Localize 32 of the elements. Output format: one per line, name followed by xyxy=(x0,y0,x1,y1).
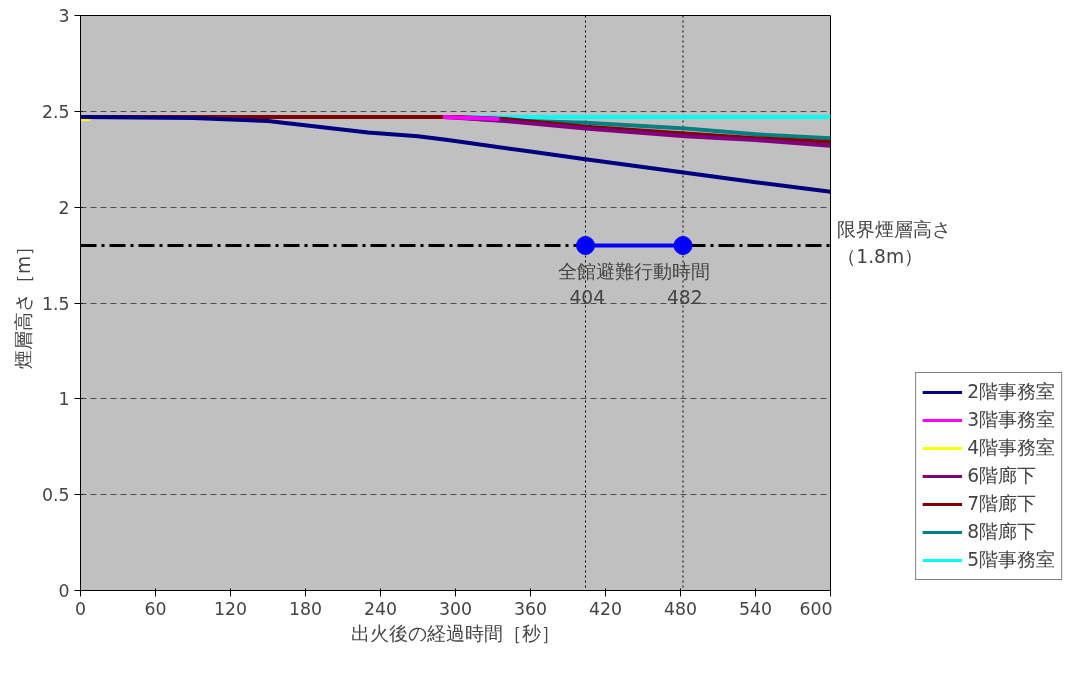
x-tick-label: 0 xyxy=(74,598,87,619)
y-tick-label: 3 xyxy=(58,6,70,26)
ref-line-label: 限界煙層高さ（1.8m） xyxy=(837,219,952,268)
legend-label: 3階事務室 xyxy=(967,408,1055,432)
x-tick-label: 240 xyxy=(363,598,398,619)
x-tick-label: 540 xyxy=(738,598,773,619)
x-tick-label: 600 xyxy=(799,598,833,619)
annotation: 404 xyxy=(569,286,606,308)
y-tick-label: 1 xyxy=(58,389,70,410)
y-tick-label: 1.5 xyxy=(41,293,70,314)
x-axis-title: 出火後の経過時間［秒］ xyxy=(351,622,560,644)
legend-label: 5階事務室 xyxy=(967,548,1055,572)
y-tick-label: 0.5 xyxy=(41,485,70,506)
y-tick-label: 0 xyxy=(58,581,70,601)
line-series xyxy=(80,115,831,194)
legend-label: 7階廊下 xyxy=(967,492,1036,516)
x-tick-label: 360 xyxy=(513,598,548,619)
y-tick-label: 2.5 xyxy=(41,101,70,122)
y-axis-title: 煙層高さ［m］ xyxy=(12,236,34,370)
x-tick-label: 180 xyxy=(288,598,323,619)
x-tick-label: 480 xyxy=(663,598,698,619)
legend-label: 6階廊下 xyxy=(967,464,1036,488)
legend-label: 8階廊下 xyxy=(967,520,1036,544)
legend-label: 4階事務室 xyxy=(967,436,1055,460)
x-tick-label: 60 xyxy=(144,598,167,619)
x-tick-label: 300 xyxy=(438,598,473,619)
x-tick-label: 420 xyxy=(588,598,623,619)
legend-label: 2階事務室 xyxy=(967,380,1055,404)
x-tick-label: 120 xyxy=(213,598,248,619)
y-tick-label: 2 xyxy=(58,197,70,218)
annotation: 全館避難行動時間 xyxy=(558,260,711,282)
annotation: 482 xyxy=(667,286,703,308)
